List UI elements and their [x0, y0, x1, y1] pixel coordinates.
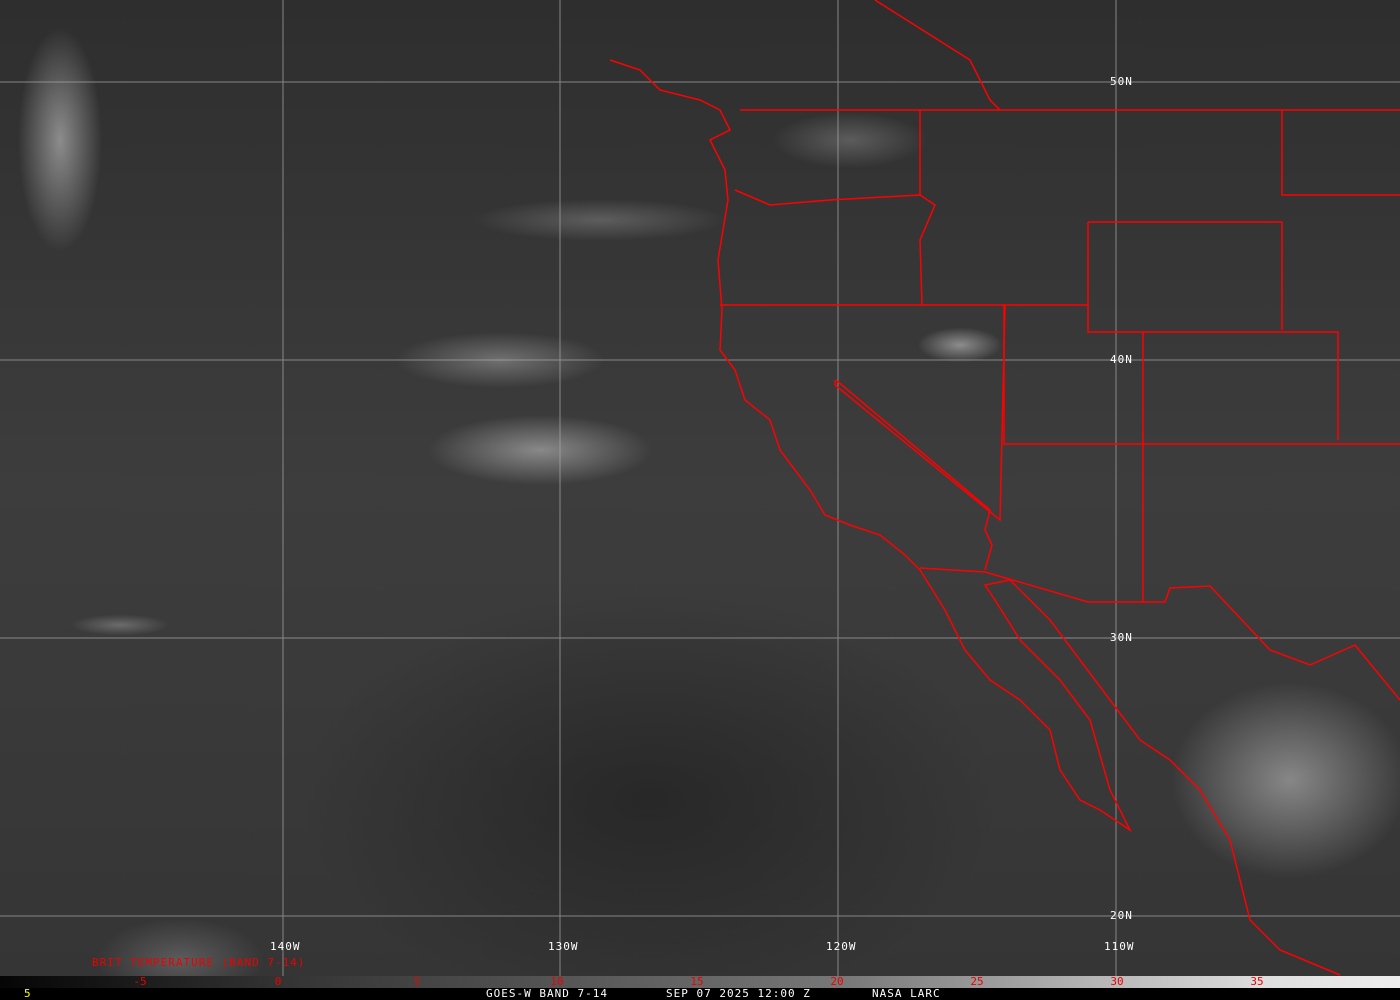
colorbar-tick: -5	[133, 975, 147, 988]
nevada-border	[834, 304, 1006, 522]
colorbar-tick: 5	[413, 975, 421, 988]
lon-label-120w: 120W	[826, 940, 857, 953]
colorbar-label: BRIT TEMPERATURE (BAND 7-14)	[92, 956, 306, 969]
colorbar-tick: 15	[690, 975, 704, 988]
datetime: SEP 07 2025 12:00 Z	[666, 987, 811, 1000]
credit: NASA LARC	[872, 987, 941, 1000]
ut-az	[1003, 305, 1400, 445]
wy-co	[1087, 222, 1339, 440]
ca-nv	[835, 379, 993, 571]
colorbar-tick: 35	[1250, 975, 1264, 988]
colorbar-tick: 30	[1110, 975, 1124, 988]
frame-number: 5	[24, 987, 32, 1000]
lat-label-30n: 30N	[1110, 631, 1133, 644]
colorbar	[0, 976, 1400, 988]
mt-wy	[1088, 221, 1283, 330]
boundaries	[609, 0, 1400, 976]
colorbar-tick: 0	[274, 975, 282, 988]
lat-label-20n: 20N	[1110, 909, 1133, 922]
colorbar-tick: 25	[970, 975, 984, 988]
east-states	[1281, 110, 1400, 196]
map-overlay	[0, 0, 1400, 976]
graticule	[0, 0, 1400, 976]
wa-or-border	[734, 189, 936, 306]
canada-border-ne	[874, 0, 1001, 111]
lon-label-140w: 140W	[270, 940, 301, 953]
lon-label-130w: 130W	[548, 940, 579, 953]
lon-label-110w: 110W	[1104, 940, 1135, 953]
colorbar-tick: 20	[830, 975, 844, 988]
colorbar-tick: 10	[550, 975, 564, 988]
lat-label-40n: 40N	[1110, 353, 1133, 366]
lat-label-50n: 50N	[1110, 75, 1133, 88]
coastline	[609, 59, 1341, 976]
us-mexico-border	[919, 567, 1400, 701]
info-bar: 5 GOES-W BAND 7-14 SEP 07 2025 12:00 Z N…	[0, 987, 1400, 1000]
satellite-image	[0, 0, 1400, 976]
product-title: GOES-W BAND 7-14	[486, 987, 608, 1000]
